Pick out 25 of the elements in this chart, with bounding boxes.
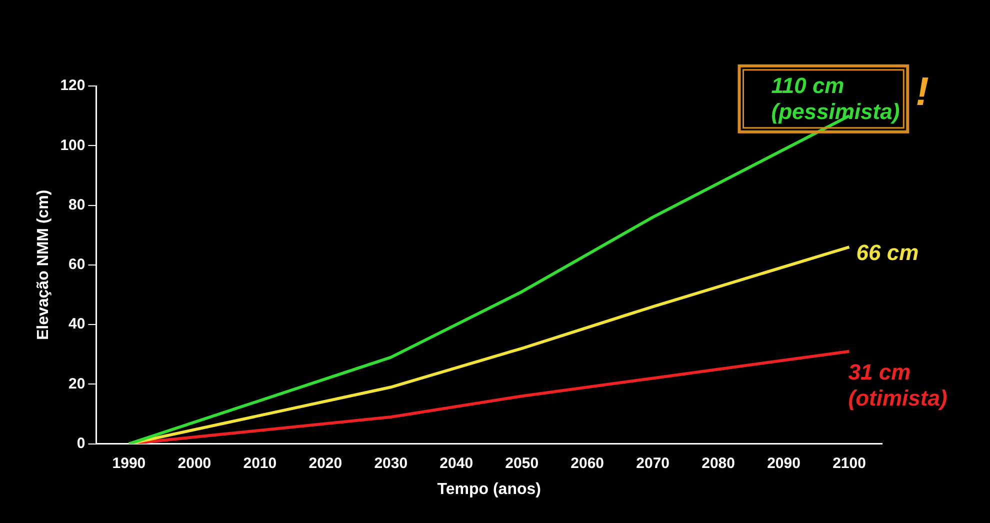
x-tick-label: 2020 — [308, 454, 342, 472]
x-tick-label: 2010 — [243, 454, 277, 472]
y-axis-title: Elevação NMM (cm) — [35, 190, 52, 340]
y-tick-label: 60 — [68, 256, 86, 274]
x-axis-title: Tempo (anos) — [437, 480, 541, 498]
y-tick-label: 0 — [76, 434, 86, 452]
series-label: 31 cm (otimista) — [848, 359, 948, 410]
x-tick-label: 2070 — [636, 454, 670, 472]
series-label: 110 cm (pessimista) — [771, 72, 900, 124]
series-label: 66 cm — [856, 240, 919, 266]
x-tick-label: 2090 — [767, 454, 800, 472]
x-tick-label: 1990 — [112, 454, 146, 472]
x-tick-label: 2050 — [505, 454, 539, 472]
y-tick-label: 80 — [68, 196, 86, 214]
x-tick-label: 2060 — [570, 454, 604, 472]
y-tick-label: 20 — [68, 375, 86, 392]
text: ! — [916, 70, 929, 114]
y-tick-label: 100 — [60, 136, 86, 154]
x-tick-label: 2040 — [440, 454, 474, 472]
y-tick-label: 120 — [60, 77, 86, 94]
y-tick-label: 40 — [68, 316, 86, 333]
x-tick-label: 2000 — [178, 454, 212, 472]
x-tick-label: 2080 — [702, 454, 735, 472]
x-tick-label: 2030 — [374, 454, 408, 472]
x-tick-label: 2100 — [832, 454, 866, 472]
